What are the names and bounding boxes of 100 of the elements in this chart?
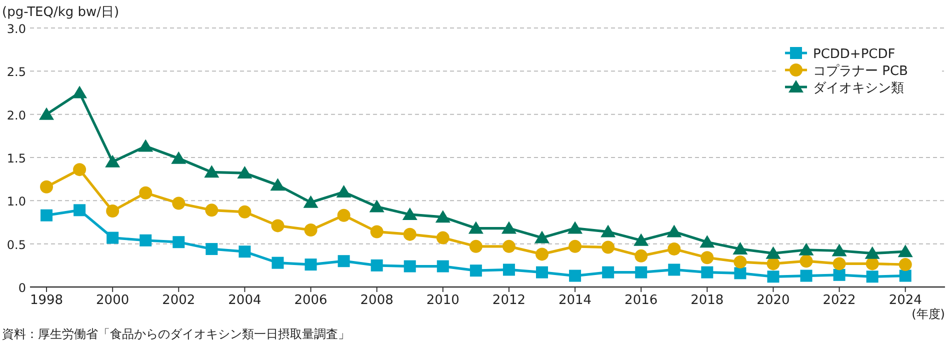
point [303,195,318,208]
x-tick-label: 2000 [96,293,130,308]
x-tick-label: 2010 [426,293,460,308]
point [701,266,714,278]
point [205,204,218,217]
point [172,236,185,248]
x-tick-label: 2018 [690,293,724,308]
point [798,242,814,256]
point [734,267,746,280]
x-tick-label: 2006 [294,293,328,308]
point [634,249,648,262]
point [370,259,383,272]
point [370,225,384,238]
point [369,200,384,212]
x-tick-label: 2016 [624,293,658,308]
point [206,243,218,256]
point [436,231,450,244]
point [898,244,913,258]
x-axis-title: (年度) [912,307,945,321]
legend-label: PCDD+PCDF [813,47,896,62]
point [436,260,449,272]
point [732,242,748,255]
point [864,246,880,259]
x-tick-label: 2020 [756,293,790,308]
point [668,264,680,276]
y-tick-label: 1.0 [6,194,26,209]
x-tick-label: 2024 [888,293,922,308]
point [534,230,550,244]
point [568,221,583,234]
point [337,208,350,222]
y-tick-label: 2.0 [6,108,26,122]
point [40,180,54,194]
y-tick-label: 2.5 [6,65,26,80]
point [502,240,516,253]
point [304,258,317,271]
point [668,242,681,256]
point [832,244,847,256]
y-tick-label: 0 [18,281,26,295]
point [72,86,88,98]
point [602,240,615,254]
point [74,204,86,216]
x-tick-label: 2002 [162,293,196,308]
y-tick-label: 1.5 [6,152,26,166]
point [435,210,450,223]
point [238,246,251,258]
point [470,264,482,277]
point [403,228,416,241]
point [635,266,648,278]
point [766,257,780,270]
x-tick-label: 2022 [822,293,856,308]
point [105,154,120,168]
point [700,251,714,264]
point [73,163,86,176]
x-tick-label: 2014 [558,293,592,308]
point [600,224,616,238]
point [336,185,352,198]
point [39,107,54,120]
point [338,255,350,268]
point [106,204,120,218]
point [272,256,284,269]
point [899,270,912,282]
point [568,240,582,253]
point [833,268,846,281]
point [270,178,286,191]
x-tick-label: 2012 [492,293,526,308]
point [569,270,582,282]
point [204,165,220,178]
point [237,166,252,179]
point [866,270,878,283]
point [172,196,186,210]
point [238,205,252,218]
point [536,266,548,278]
point [402,207,418,220]
point [666,224,682,238]
x-tick-label: 1998 [30,293,64,308]
point [866,257,879,270]
point [767,270,780,283]
point [304,224,318,237]
y-tick-label: 0.5 [6,238,26,252]
point [404,260,416,272]
point [469,240,482,253]
text: 資料：厚生労働省「食品からのダイオキシン類一日摂取量調査」 [2,327,350,341]
point [468,221,484,234]
point [800,254,813,268]
y-axis-title: (pg-TEQ/kg bw/日) [2,5,120,20]
point [832,257,846,270]
point [502,264,515,276]
point [536,248,549,261]
legend-label: コプラナー PCB [813,64,908,79]
x-tick-label: 2004 [228,293,262,308]
point [766,246,781,259]
point [140,234,152,246]
point [171,151,186,164]
y-tick-label: 3.0 [6,22,26,36]
point [898,258,912,272]
point [634,233,649,246]
point [139,186,152,200]
point [106,232,119,244]
point [734,255,747,268]
point [501,221,516,234]
